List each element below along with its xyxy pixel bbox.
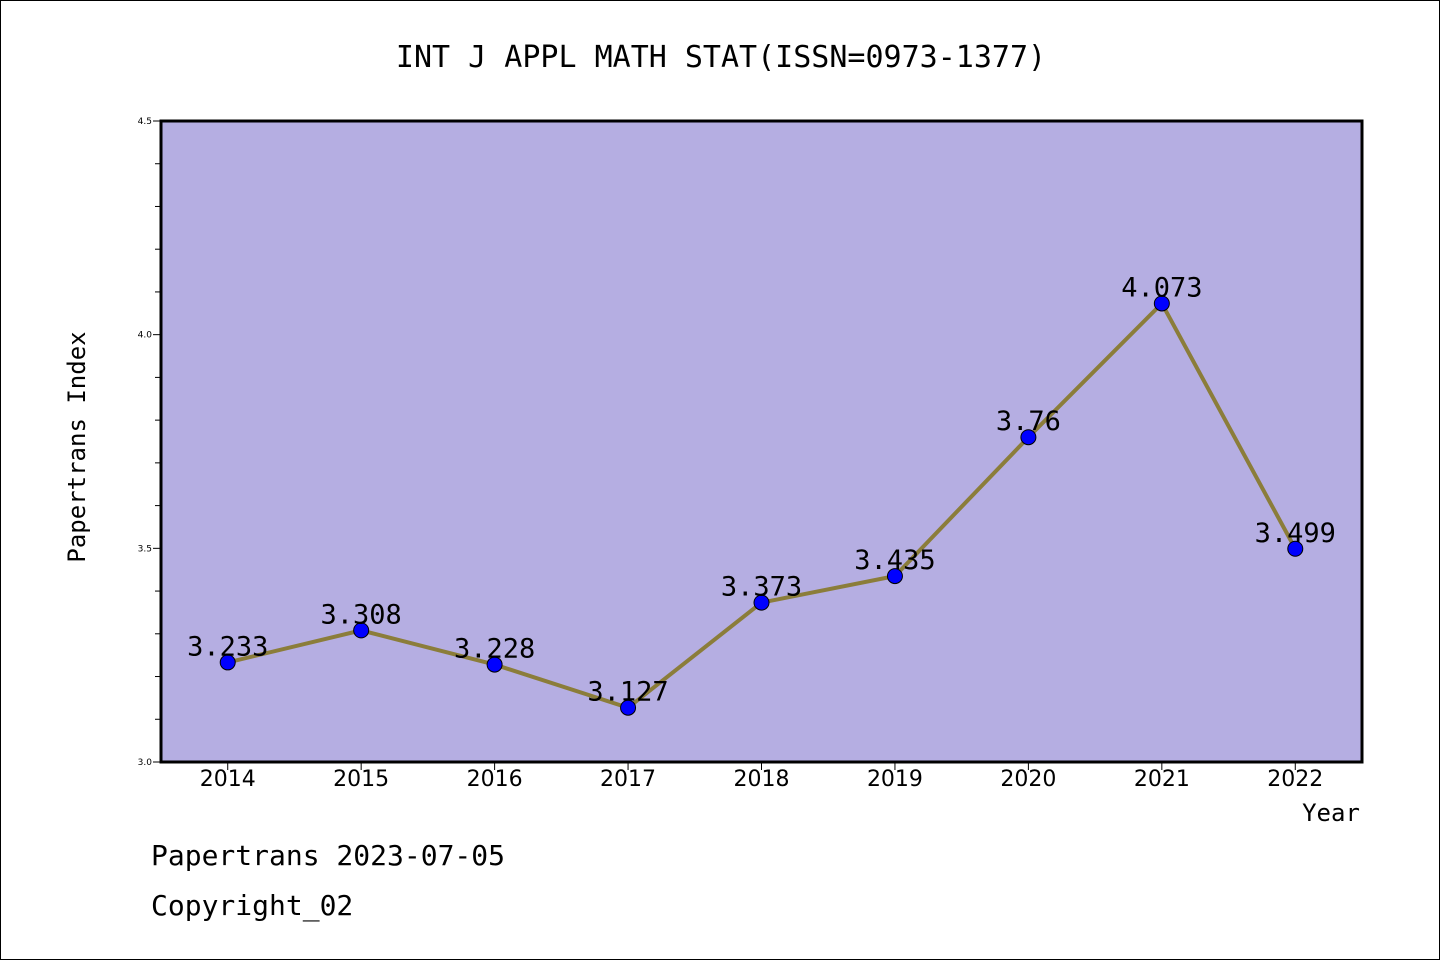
y-axis-label: Papertrans Index xyxy=(63,331,91,562)
y-tick-label: 3.0 xyxy=(138,758,153,768)
x-axis-label: Year xyxy=(1302,799,1360,827)
data-series: 3.233 3.308 3.228 3.127 3.373 3.435 3.76 4.073 3… xyxy=(187,272,1336,716)
chart-title: INT J APPL MATH STAT(ISSN=0973-1377) xyxy=(396,40,1046,75)
x-tick-label: 2015 xyxy=(333,767,389,792)
data-label: 3.233 xyxy=(187,631,268,662)
data-point xyxy=(886,568,903,585)
data-label: 3.435 xyxy=(854,545,935,576)
data-label: 3.308 xyxy=(321,599,402,630)
x-axis: 2014 2015 2016 2017 2018 2019 2020 2021 2022 xyxy=(200,762,1323,792)
y-tick-label: 4.5 xyxy=(138,117,152,127)
data-label: 3.228 xyxy=(454,634,535,665)
data-label: 3.127 xyxy=(587,677,668,708)
x-tick-label: 2017 xyxy=(600,767,656,792)
x-tick-label: 2022 xyxy=(1267,767,1323,792)
data-point xyxy=(486,656,503,673)
x-tick-label: 2019 xyxy=(867,767,923,792)
data-label: 3.373 xyxy=(721,572,802,603)
data-point xyxy=(1020,429,1037,446)
x-tick-label: 2021 xyxy=(1134,767,1190,792)
data-label: 3.499 xyxy=(1255,518,1336,549)
data-label: 3.76 xyxy=(996,406,1061,437)
x-tick-label: 2018 xyxy=(734,767,790,792)
data-label: 4.073 xyxy=(1121,272,1202,303)
x-tick-label: 2016 xyxy=(467,767,523,792)
data-point xyxy=(753,594,770,611)
y-axis: 3.0 3.5 4.0 4.5 xyxy=(138,117,161,768)
data-point xyxy=(1153,295,1170,312)
plot-area xyxy=(159,119,1364,764)
x-tick-label: 2014 xyxy=(200,767,256,792)
x-tick-label: 2020 xyxy=(1000,767,1056,792)
y-tick-label: 4.0 xyxy=(138,331,153,341)
footer-copyright: Copyright_02 xyxy=(151,889,353,923)
data-point xyxy=(620,699,637,716)
data-point xyxy=(1287,540,1304,557)
data-point xyxy=(219,654,236,671)
footer-date: Papertrans 2023-07-05 xyxy=(151,839,505,872)
data-point xyxy=(353,622,370,639)
y-tick-label: 3.5 xyxy=(138,544,152,554)
